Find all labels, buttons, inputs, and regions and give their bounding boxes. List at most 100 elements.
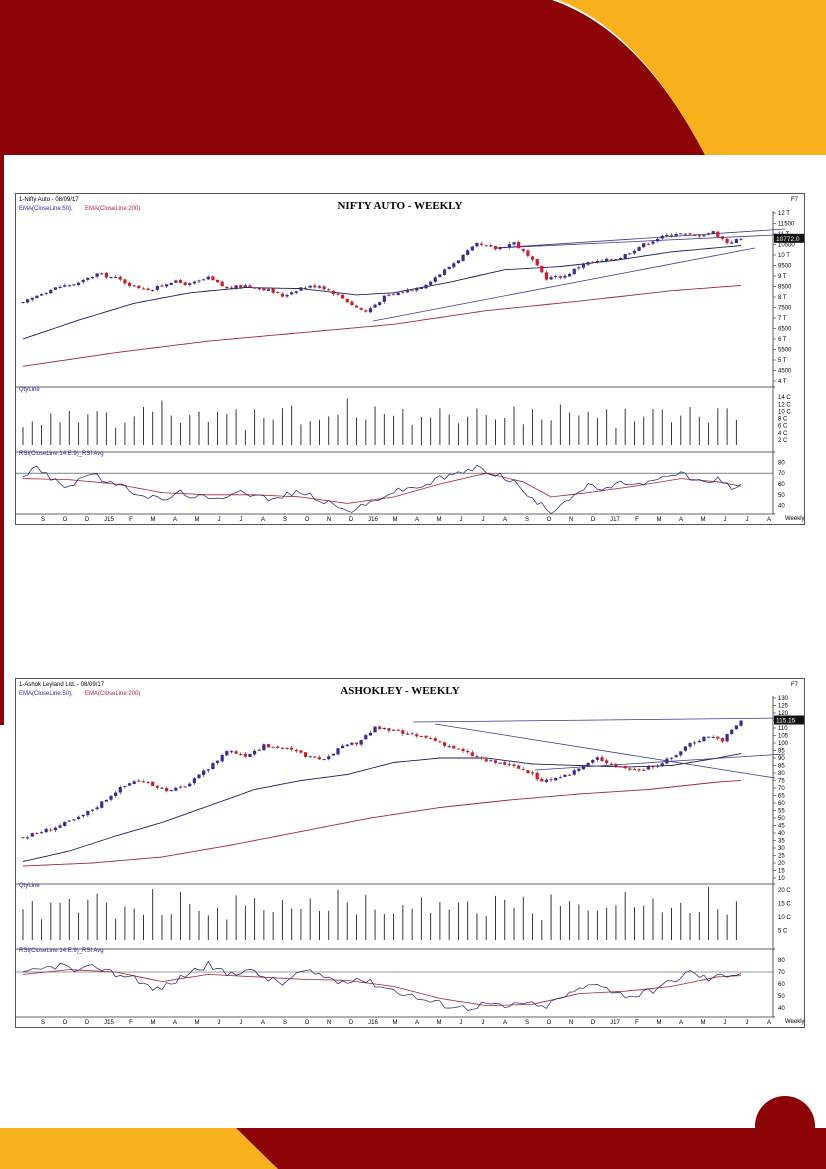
month-label: A — [415, 517, 419, 523]
candle-body — [90, 277, 95, 279]
candle-body — [452, 263, 456, 268]
candle-body — [586, 262, 590, 265]
price-tick-label: 45 — [778, 824, 785, 830]
candle-body — [350, 301, 354, 306]
candle-body — [382, 727, 386, 729]
candle-body — [327, 756, 331, 760]
candle-body — [447, 746, 451, 748]
candle-body — [280, 747, 285, 749]
month-label: J — [218, 517, 221, 523]
price-tick-label: 4 T — [778, 379, 787, 385]
trendline — [434, 723, 776, 779]
month-label: A — [503, 1020, 507, 1026]
trendline — [495, 234, 776, 249]
candle-body — [303, 752, 308, 757]
month-label: J — [460, 517, 463, 523]
candle-body — [405, 289, 410, 293]
candle-body — [30, 833, 34, 837]
month-label: J15 — [104, 1020, 114, 1026]
candle-body — [424, 735, 428, 738]
month-label: D — [591, 1020, 596, 1026]
price-tick-label: 90 — [778, 756, 785, 762]
candle-body — [202, 279, 206, 281]
candle-body — [373, 304, 377, 308]
candle-body — [359, 739, 363, 745]
candle-body — [632, 769, 637, 771]
candle-body — [192, 281, 196, 284]
month-label: M — [195, 517, 200, 523]
price-tick-label: 12 T — [778, 211, 790, 217]
candle-body — [331, 753, 335, 756]
month-label: A — [679, 1020, 683, 1026]
month-label: M — [151, 1020, 156, 1026]
ema200-line — [22, 780, 742, 867]
candle-body — [484, 759, 488, 762]
candle-body — [632, 250, 637, 254]
candle-body — [674, 233, 678, 237]
price-tick-label: 7 T — [778, 316, 787, 322]
candle-body — [544, 272, 549, 280]
candle-body — [665, 758, 669, 764]
candle-body — [558, 276, 562, 278]
candle-body — [109, 276, 113, 278]
candle-body — [429, 281, 433, 285]
candle-body — [493, 246, 498, 250]
candle-body — [331, 290, 335, 295]
candle-body — [646, 243, 650, 245]
candle-body — [30, 297, 34, 300]
month-label: A — [173, 1020, 177, 1026]
candle-body — [67, 820, 71, 822]
candle-body — [410, 290, 414, 292]
month-label: J — [218, 1020, 221, 1026]
candle-body — [498, 762, 502, 764]
month-label: J — [482, 517, 485, 523]
candle-body — [466, 250, 470, 255]
price-tick-label: 70 — [778, 786, 785, 792]
candle-body — [530, 772, 535, 774]
price-tick-label: 10500 — [778, 243, 795, 249]
volume-tick-label: 6 C — [778, 424, 788, 430]
candle-body — [234, 751, 238, 754]
candle-body — [716, 231, 720, 237]
candle-body — [35, 832, 39, 834]
candle-body — [63, 822, 67, 826]
month-label: S — [525, 517, 529, 523]
candle-body — [359, 307, 363, 310]
month-label: M — [393, 1020, 398, 1026]
candle-body — [285, 294, 289, 297]
candle-body — [81, 814, 85, 817]
candle-body — [651, 766, 655, 768]
candle-body — [49, 289, 53, 294]
candle-body — [345, 298, 349, 303]
candle-body — [391, 294, 396, 296]
candle-body — [234, 285, 238, 289]
candle-body — [211, 276, 215, 281]
candle-body — [118, 276, 122, 280]
candle-body — [507, 764, 511, 766]
candle-body — [67, 285, 71, 287]
candle-body — [683, 233, 688, 235]
candle-body — [225, 286, 229, 289]
candle-body — [294, 749, 298, 752]
candle-body — [100, 273, 104, 275]
candle-body — [239, 754, 243, 756]
candle-body — [243, 753, 247, 757]
candle-body — [183, 282, 187, 286]
candle-body — [76, 282, 81, 286]
candle-body — [146, 782, 150, 784]
price-tick-label: 75 — [778, 779, 785, 785]
month-label: J15 — [104, 517, 114, 523]
candle-body — [294, 291, 298, 293]
candle-body — [517, 241, 521, 249]
candle-body — [521, 769, 525, 771]
qty-label: QtyLine — [19, 883, 40, 889]
candle-body — [378, 726, 382, 730]
candle-body — [475, 242, 479, 247]
candle-body — [137, 285, 141, 289]
candle-body — [146, 288, 150, 291]
month-label: J17 — [610, 517, 620, 523]
candle-body — [405, 733, 410, 735]
candle-body — [387, 728, 391, 731]
month-label: S — [283, 517, 287, 523]
price-tick-label: 40 — [778, 831, 785, 837]
